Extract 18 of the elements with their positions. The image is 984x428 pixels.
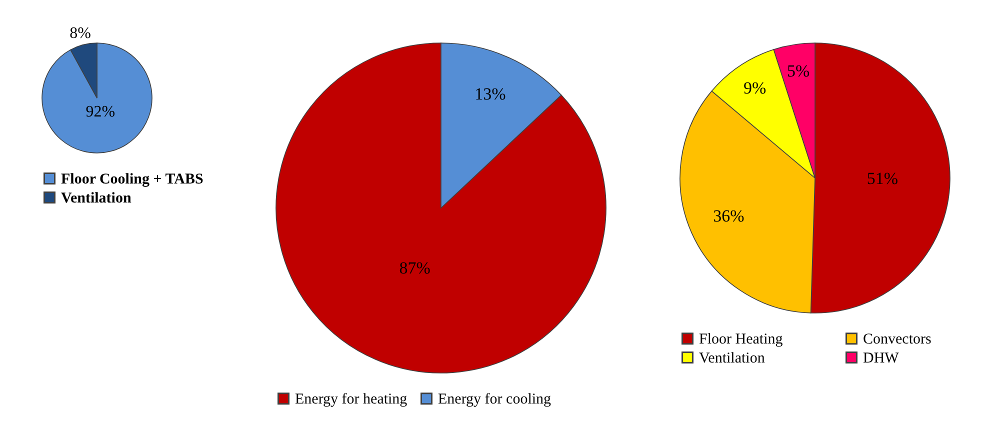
legend-label: Ventilation [699,350,766,366]
legend-label: DHW [863,350,900,366]
legend-label: Ventilation [61,190,132,206]
data-label: 51% [866,169,898,188]
pie-slice [276,42,606,374]
legend-label: Energy for heating [295,392,408,408]
data-label: 36% [713,206,744,226]
data-label: 9% [743,78,766,98]
data-label: 8% [70,25,91,42]
data-label: 13% [474,84,506,104]
data-label: 5% [786,61,810,80]
legend-label: Convectors [863,332,932,348]
pie-slice [42,42,152,154]
data-label: 92% [86,103,116,120]
legend-label: Floor Heating [699,332,784,348]
legend-label: Energy for cooling [438,392,552,408]
legend-label: Floor Cooling + TABS [61,172,204,188]
data-label: 87% [399,258,430,278]
